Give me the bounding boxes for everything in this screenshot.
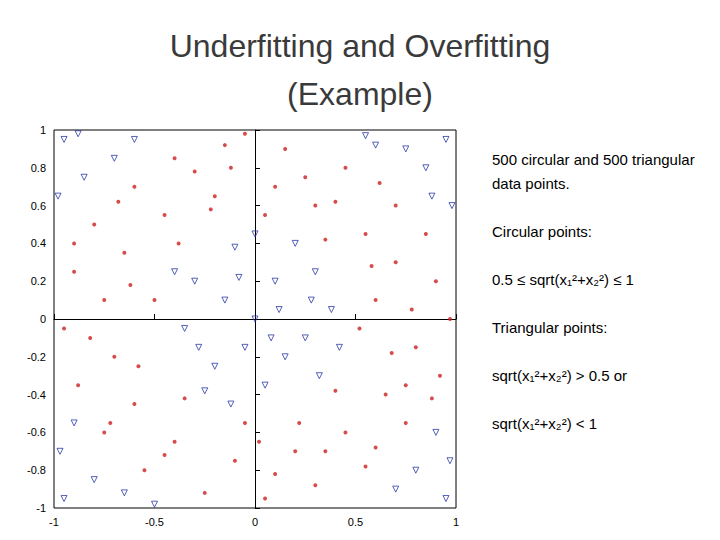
- html-text:sqrt(x₁²+x₂²) > 0.5 or: sqrt(x₁²+x₂²) > 0.5 or: [492, 367, 628, 384]
- svg-text:-1: -1: [49, 516, 59, 528]
- html-text:sqrt(x₁²+x₂²) < 1: sqrt(x₁²+x₂²) < 1: [492, 415, 598, 432]
- html-text:Circular points:: Circular points:: [492, 223, 592, 240]
- svg-text:0.6: 0.6: [31, 200, 46, 212]
- svg-text:-0.5: -0.5: [145, 516, 164, 528]
- svg-text:0.8: 0.8: [31, 162, 46, 174]
- html-text:Triangular points:: Triangular points:: [492, 319, 608, 336]
- svg-text:-0.2: -0.2: [27, 351, 46, 363]
- svg-text:1: 1: [40, 124, 46, 136]
- svg-text:-0.8: -0.8: [27, 464, 46, 476]
- svg-text:0.2: 0.2: [31, 275, 46, 287]
- svg-text:-1: -1: [36, 502, 46, 514]
- html-text:0.5 ≤ sqrt(x₁²+x₂²) ≤ 1: 0.5 ≤ sqrt(x₁²+x₂²) ≤ 1: [492, 271, 634, 288]
- svg-text:0.5: 0.5: [348, 516, 363, 528]
- svg-text:0.4: 0.4: [31, 237, 46, 249]
- svg-text:-0.4: -0.4: [27, 389, 46, 401]
- html-text:Underfitting and Overfitting (: Underfitting and Overfitting (Example): [169, 28, 551, 112]
- svg-text:1: 1: [453, 516, 459, 528]
- svg-text:0: 0: [40, 313, 46, 325]
- html-text:500 circular and 500 triangula: 500 circular and 500 triangular data poi…: [492, 151, 695, 192]
- svg-text:-0.6: -0.6: [27, 426, 46, 438]
- svg-text:0: 0: [252, 516, 258, 528]
